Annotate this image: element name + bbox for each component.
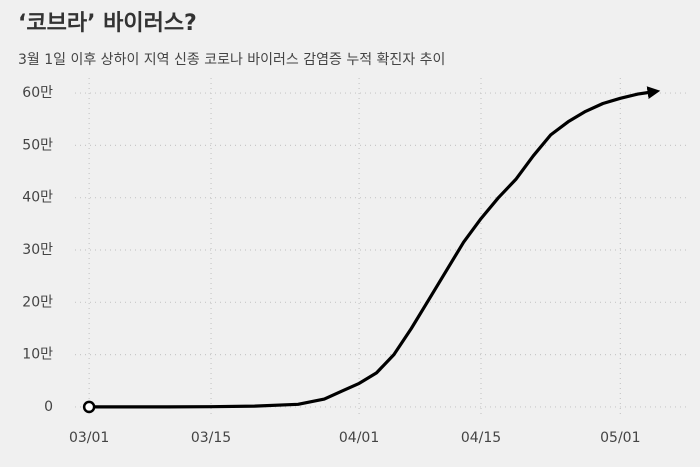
y-tick-label: 0 <box>44 399 53 415</box>
y-tick-label: 50만 <box>22 137 53 153</box>
x-tick-label: 03/01 <box>69 430 109 446</box>
y-tick-label: 30만 <box>22 242 53 258</box>
y-tick-label: 40만 <box>22 190 53 206</box>
start-marker <box>82 400 96 414</box>
y-tick-label: 20만 <box>22 294 53 310</box>
x-tick-label: 04/15 <box>461 430 501 446</box>
chart-subtitle: 3월 1일 이후 상하이 지역 신종 코로나 바이러스 감염증 누적 확진자 추… <box>18 52 445 68</box>
y-tick-label: 60만 <box>22 85 53 101</box>
x-tick-label: 04/01 <box>339 430 379 446</box>
y-tick-label: 10만 <box>22 347 53 363</box>
line <box>89 86 661 409</box>
chart-title: ‘코브라’ 바이러스? <box>18 11 197 36</box>
x-tick-label: 05/01 <box>600 430 640 446</box>
x-tick-label: 03/15 <box>191 430 231 446</box>
